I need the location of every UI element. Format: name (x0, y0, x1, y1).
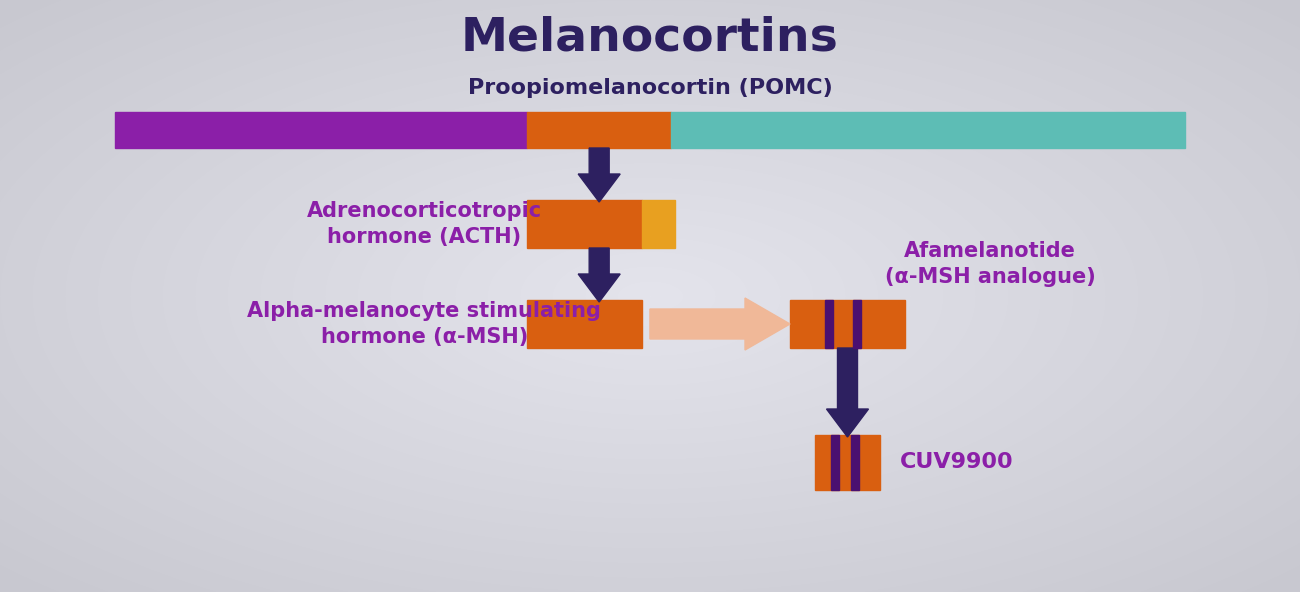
Text: Alpha-melanocyte stimulating
hormone (α-MSH): Alpha-melanocyte stimulating hormone (α-… (247, 301, 601, 347)
Bar (526, 300, 642, 348)
Bar (526, 200, 642, 248)
Text: Afamelanotide
(α-MSH analogue): Afamelanotide (α-MSH analogue) (884, 241, 1096, 287)
Text: Proopiomelanocortin (POMC): Proopiomelanocortin (POMC) (468, 78, 832, 98)
Bar (671, 112, 1186, 148)
Bar (526, 112, 671, 148)
Bar (831, 435, 840, 490)
Bar (114, 112, 527, 148)
Polygon shape (650, 298, 790, 350)
Bar (815, 435, 880, 490)
Text: Adrenocorticotropic
hormone (ACTH): Adrenocorticotropic hormone (ACTH) (307, 201, 542, 247)
Polygon shape (578, 148, 620, 202)
Bar (853, 300, 861, 348)
Polygon shape (578, 248, 620, 302)
Bar (642, 200, 675, 248)
Text: Melanocortins: Melanocortins (462, 15, 838, 60)
Text: CUV9900: CUV9900 (900, 452, 1014, 472)
Bar (850, 435, 859, 490)
Bar (824, 300, 832, 348)
Polygon shape (827, 348, 868, 437)
Bar (790, 300, 905, 348)
